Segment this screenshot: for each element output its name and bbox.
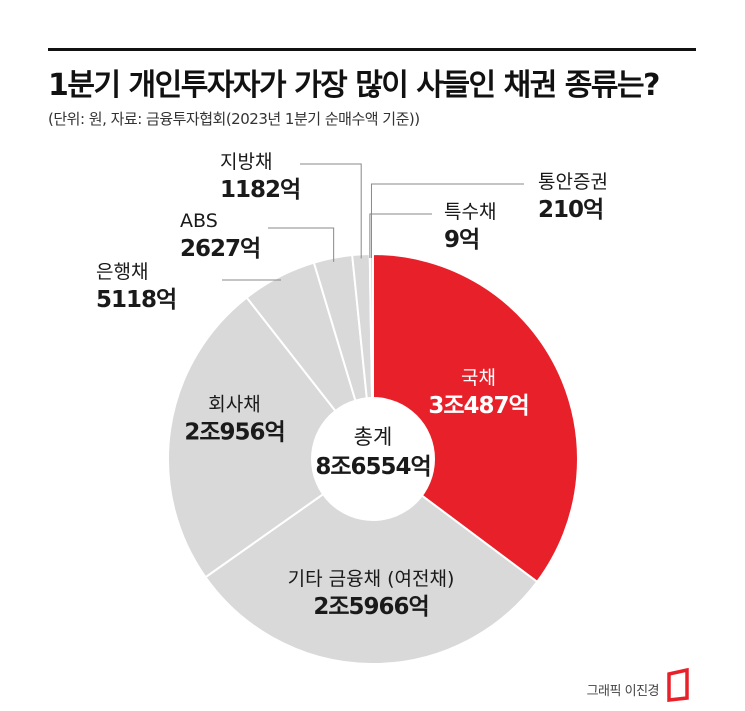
center-label: 총계 bbox=[354, 425, 393, 449]
slice-value-5: 1182억 bbox=[220, 177, 300, 203]
slice-value-0: 3조487억 bbox=[428, 393, 528, 419]
leader-line-7 bbox=[370, 183, 524, 259]
leader-line-3 bbox=[222, 279, 282, 281]
pie-slice-0 bbox=[372, 252, 579, 584]
leader-line-5 bbox=[300, 163, 362, 259]
leader-line-4 bbox=[268, 227, 335, 262]
slice-name-2: 회사채 bbox=[208, 394, 260, 416]
pie-slice-1 bbox=[204, 457, 539, 665]
slice-value-2: 2조956억 bbox=[184, 420, 284, 446]
slice-value-7: 210억 bbox=[538, 197, 603, 223]
pie-slice-2 bbox=[167, 296, 375, 579]
slices-group bbox=[167, 252, 579, 665]
publisher-logo-icon bbox=[667, 668, 689, 702]
chart-title: 1분기 개인투자자가 가장 많이 사들인 채권 종류는? bbox=[48, 68, 660, 103]
slice-name-6: 특수채 bbox=[444, 201, 496, 223]
top-rule bbox=[48, 48, 696, 51]
chart-subtitle: (단위: 원, 자료: 금융투자협회(2023년 1분기 순매수액 기준)) bbox=[48, 110, 420, 128]
slice-name-1: 기타 금융채 (여전채) bbox=[288, 568, 455, 590]
slice-value-1: 2조5966억 bbox=[313, 594, 428, 620]
slice-value-6: 9억 bbox=[444, 227, 479, 253]
slice-name-0: 국채 bbox=[461, 367, 496, 389]
slice-name-4: ABS bbox=[180, 210, 218, 232]
slice-value-4: 2627억 bbox=[180, 236, 260, 262]
leader-lines bbox=[222, 163, 524, 281]
slice-name-3: 은행채 bbox=[96, 261, 148, 283]
graphic-credit: 그래픽 이진경 bbox=[586, 684, 660, 699]
center-value: 8조6554억 bbox=[315, 454, 430, 480]
slice-name-7: 통안증권 bbox=[538, 171, 608, 193]
donut-hole bbox=[311, 397, 435, 521]
slice-name-5: 지방채 bbox=[220, 151, 272, 173]
leader-line-6 bbox=[369, 213, 432, 259]
slice-value-3: 5118억 bbox=[96, 287, 176, 313]
